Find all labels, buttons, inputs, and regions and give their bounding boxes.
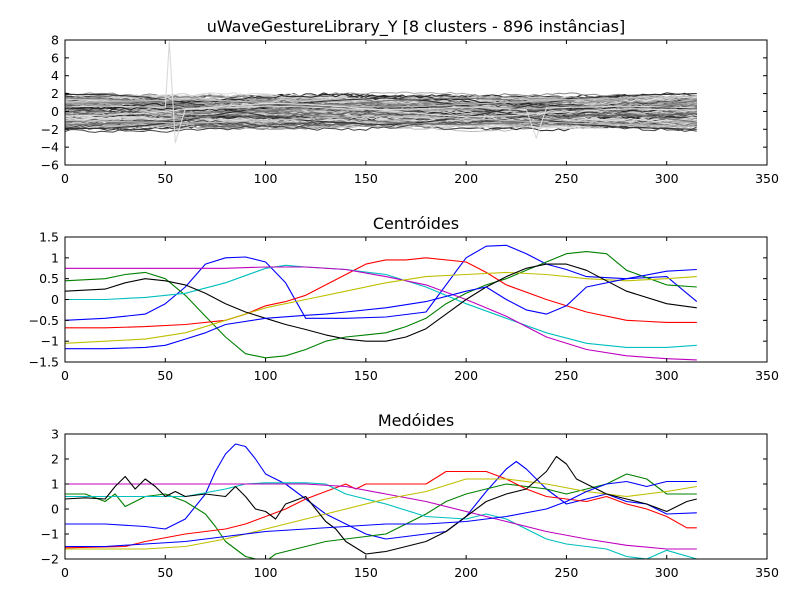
x-tick-label: 250 bbox=[554, 171, 578, 186]
y-tick-label: 1 bbox=[51, 250, 59, 265]
x-tick-label: 0 bbox=[61, 565, 69, 580]
x-tick-label: 0 bbox=[61, 368, 69, 383]
series-line-5 bbox=[65, 266, 697, 361]
series-line-4 bbox=[65, 97, 697, 126]
background-series-line bbox=[65, 100, 697, 106]
series-group bbox=[65, 244, 698, 361]
x-tick-label: 100 bbox=[254, 565, 278, 580]
x-tick-label: 300 bbox=[655, 565, 679, 580]
plot-frame bbox=[64, 433, 768, 560]
series-line-8 bbox=[65, 102, 697, 118]
y-tick-label: 1 bbox=[51, 477, 59, 492]
y-tick-label: −1.5 bbox=[29, 355, 59, 370]
y-tick-label: 2 bbox=[51, 86, 59, 101]
chart-panel-1: 0 50 100 150 200 250 300 350 −6 −4 −2 0 2 4 6 8 uWaveGes… bbox=[41, 17, 779, 186]
x-tick-label: 100 bbox=[254, 171, 278, 186]
series-line-6 bbox=[65, 115, 697, 128]
series-line-6 bbox=[65, 271, 697, 344]
background-series-line bbox=[65, 110, 697, 115]
series-line-8 bbox=[65, 268, 697, 350]
x-tick-label: 150 bbox=[354, 565, 378, 580]
y-tick-label: −0.5 bbox=[29, 313, 59, 328]
plot-frame bbox=[64, 39, 768, 166]
y-tick-label: 3 bbox=[51, 427, 59, 442]
x-tick-label: 350 bbox=[755, 565, 779, 580]
background-series-line bbox=[65, 92, 697, 108]
y-tick-label: −2 bbox=[41, 552, 59, 567]
series-line-1 bbox=[65, 93, 697, 126]
x-tick-label: 50 bbox=[157, 565, 173, 580]
x-tick-label: 200 bbox=[454, 368, 478, 383]
y-tick-label: 0 bbox=[51, 292, 59, 307]
series-line-2 bbox=[65, 473, 697, 559]
x-tick-label: 50 bbox=[157, 368, 173, 383]
series-line-7 bbox=[65, 455, 697, 555]
x-tick-label: 200 bbox=[454, 171, 478, 186]
x-tick-label: 250 bbox=[554, 368, 578, 383]
series-line-1 bbox=[65, 443, 697, 540]
series-line-6 bbox=[65, 478, 697, 550]
y-tick-label: −1 bbox=[41, 527, 59, 542]
series-line-1 bbox=[65, 244, 698, 321]
series-line-5 bbox=[65, 483, 697, 550]
series-line-2 bbox=[65, 251, 697, 359]
series-group bbox=[65, 443, 697, 559]
background-series-line bbox=[65, 93, 697, 111]
series-line-8 bbox=[65, 480, 697, 548]
y-tick-label: 0 bbox=[51, 104, 59, 119]
x-tick-label: 350 bbox=[755, 368, 779, 383]
x-tick-label: 300 bbox=[655, 171, 679, 186]
y-tick-label: 6 bbox=[51, 50, 59, 65]
series-line-3 bbox=[65, 257, 697, 329]
series-line-5 bbox=[65, 95, 697, 108]
x-tick-label: 300 bbox=[655, 368, 679, 383]
x-tick-label: 150 bbox=[354, 171, 378, 186]
y-tick-label: 8 bbox=[51, 33, 59, 48]
background-series-line bbox=[65, 116, 697, 123]
x-tick-label: 350 bbox=[755, 171, 779, 186]
y-tick-label: 1.5 bbox=[39, 230, 59, 245]
y-tick-label: 0 bbox=[51, 502, 59, 517]
series-line-3 bbox=[65, 470, 697, 549]
chart-panel-3: 0 50 100 150 200 250 300 350 −2 −1 0 1 2 3 Medóides bbox=[41, 411, 779, 580]
x-tick-label: 200 bbox=[454, 565, 478, 580]
y-tick-label: −4 bbox=[41, 140, 59, 155]
x-tick-label: 50 bbox=[157, 171, 173, 186]
x-tick-label: 150 bbox=[354, 368, 378, 383]
y-tick-label: −1 bbox=[41, 334, 59, 349]
y-tick-label: 0.5 bbox=[39, 271, 59, 286]
series-line-3 bbox=[65, 97, 697, 126]
series-group bbox=[65, 41, 698, 144]
y-tick-label: −6 bbox=[41, 158, 59, 173]
x-tick-label: 250 bbox=[554, 565, 578, 580]
y-tick-label: 4 bbox=[51, 68, 59, 83]
series-line-7 bbox=[65, 263, 697, 342]
x-tick-label: 100 bbox=[254, 368, 278, 383]
chart-panel-2: 0 50 100 150 200 250 300 350 −1.5 −1 −0.5 0 0.5 1 1.5 C… bbox=[29, 214, 779, 383]
x-tick-label: 0 bbox=[61, 171, 69, 186]
chart-title: Medóides bbox=[378, 411, 454, 430]
series-line-4 bbox=[65, 264, 697, 348]
y-tick-label: 2 bbox=[51, 452, 59, 467]
charts-container: 0 50 100 150 200 250 300 350−6−4−202468uWaveGes… bbox=[29, 17, 779, 580]
series-line-4 bbox=[65, 482, 697, 559]
background-series-line bbox=[65, 102, 697, 117]
y-tick-label: −2 bbox=[41, 122, 59, 137]
chart-title: uWaveGestureLibrary_Y [8 clusters - 896 … bbox=[207, 17, 626, 37]
chart-title: Centróides bbox=[373, 214, 459, 233]
